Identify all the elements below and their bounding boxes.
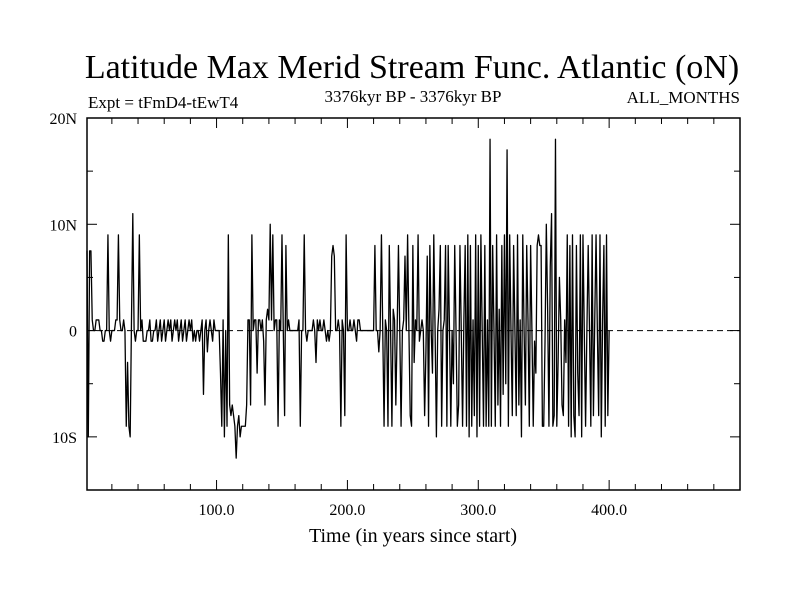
- x-tick-label: 300.0: [460, 502, 496, 519]
- y-tick-label: 0: [69, 324, 77, 341]
- chart-subtitle-right: ALL_MONTHS: [627, 88, 740, 107]
- y-tick-label: 20N: [49, 111, 77, 128]
- chart-subtitle-center: 3376kyr BP - 3376kyr BP: [325, 87, 502, 106]
- series-line: [86, 138, 610, 459]
- y-tick-label: 10S: [52, 430, 77, 447]
- x-tick-label: 100.0: [199, 502, 235, 519]
- x-axis-label: Time (in years since start): [309, 525, 517, 547]
- x-axis-ticks: 100.0 200.0 300.0 400.0: [111, 118, 715, 519]
- y-tick-label: 10N: [49, 217, 77, 234]
- x-tick-label: 400.0: [591, 502, 627, 519]
- chart-title: Latitude Max Merid Stream Func. Atlantic…: [85, 49, 739, 86]
- chart-subtitle-left: Expt = tFmD4-tEwT4: [88, 93, 239, 112]
- x-tick-label: 200.0: [329, 502, 365, 519]
- plot-frame: [86, 117, 741, 491]
